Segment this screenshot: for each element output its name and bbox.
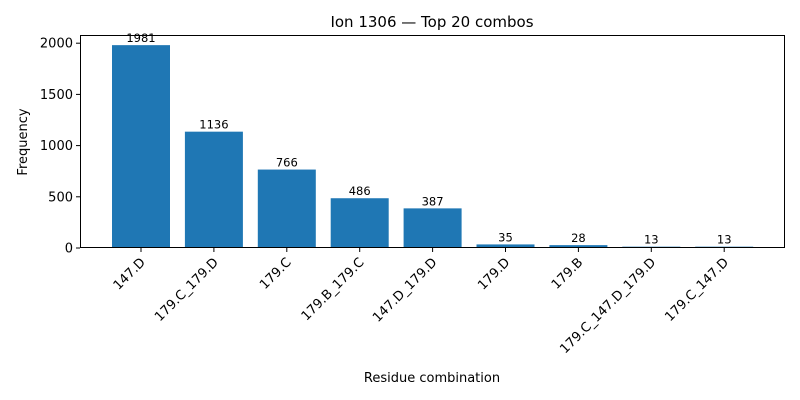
plot-frame bbox=[80, 35, 785, 248]
data-label: 486 bbox=[349, 184, 371, 198]
data-labels-layer: 1981 1136 766 486 387 35 28 13 13 bbox=[126, 31, 731, 247]
bars-layer bbox=[112, 45, 754, 248]
y-tick-label: 2000 bbox=[40, 37, 73, 52]
bar-179.D bbox=[476, 244, 535, 248]
bar-147.D_179.D bbox=[403, 208, 462, 248]
y-tick-label: 1000 bbox=[40, 139, 73, 154]
y-axis-label: Frequency bbox=[16, 108, 31, 175]
bar-147.D bbox=[112, 45, 170, 248]
chart-title: Ion 1306 — Top 20 combos bbox=[330, 13, 533, 31]
bar-179.C bbox=[257, 169, 316, 248]
bar-179.B_179.C bbox=[330, 198, 389, 248]
y-tick-label: 500 bbox=[48, 190, 73, 205]
y-tick-label: 0 bbox=[65, 242, 73, 257]
data-label: 1981 bbox=[126, 31, 155, 45]
data-label: 28 bbox=[571, 231, 586, 245]
y-axis: 0 500 1000 1500 2000 bbox=[40, 37, 80, 257]
bar-179.C_179.D bbox=[184, 131, 243, 248]
bar-179.B bbox=[549, 245, 608, 248]
data-label: 13 bbox=[717, 233, 732, 247]
y-tick-label: 1500 bbox=[40, 88, 73, 103]
data-label: 1136 bbox=[199, 118, 228, 132]
data-label: 387 bbox=[422, 194, 444, 208]
x-axis-label: Residue combination bbox=[364, 371, 500, 386]
data-label: 35 bbox=[498, 230, 513, 244]
data-label: 13 bbox=[644, 233, 659, 247]
data-label: 766 bbox=[276, 156, 298, 170]
